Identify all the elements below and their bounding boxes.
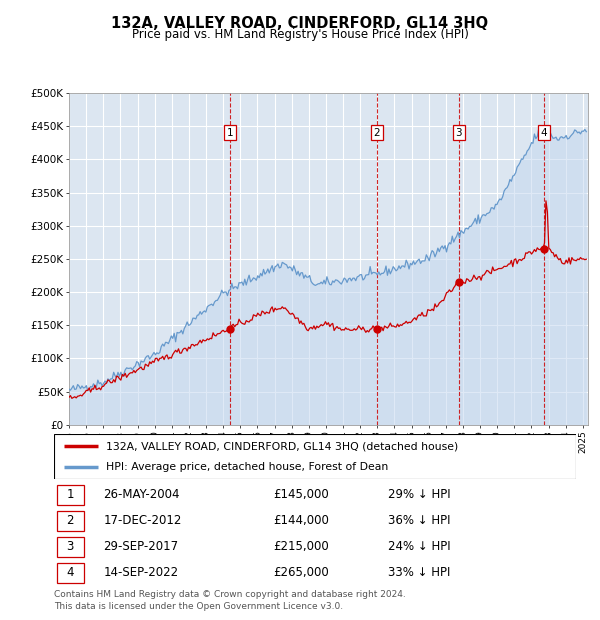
Text: 1: 1 [227,128,233,138]
Text: HPI: Average price, detached house, Forest of Dean: HPI: Average price, detached house, Fore… [106,461,388,472]
Text: 4: 4 [67,567,74,579]
Text: 132A, VALLEY ROAD, CINDERFORD, GL14 3HQ (detached house): 132A, VALLEY ROAD, CINDERFORD, GL14 3HQ … [106,441,458,451]
Text: 3: 3 [67,541,74,553]
FancyBboxPatch shape [56,563,84,583]
Text: £265,000: £265,000 [273,567,329,579]
Text: £215,000: £215,000 [273,541,329,553]
FancyBboxPatch shape [56,485,84,505]
Text: 132A, VALLEY ROAD, CINDERFORD, GL14 3HQ: 132A, VALLEY ROAD, CINDERFORD, GL14 3HQ [112,16,488,30]
Text: 2: 2 [67,515,74,527]
Text: 29% ↓ HPI: 29% ↓ HPI [388,489,451,501]
Text: Contains HM Land Registry data © Crown copyright and database right 2024.
This d: Contains HM Land Registry data © Crown c… [54,590,406,611]
Text: 1: 1 [67,489,74,501]
Text: 24% ↓ HPI: 24% ↓ HPI [388,541,451,553]
Text: 4: 4 [541,128,547,138]
Text: 29-SEP-2017: 29-SEP-2017 [104,541,179,553]
Text: 26-MAY-2004: 26-MAY-2004 [104,489,180,501]
Text: 33% ↓ HPI: 33% ↓ HPI [388,567,451,579]
Text: 3: 3 [455,128,462,138]
Text: 17-DEC-2012: 17-DEC-2012 [104,515,182,527]
Text: £144,000: £144,000 [273,515,329,527]
Text: 36% ↓ HPI: 36% ↓ HPI [388,515,451,527]
Text: £145,000: £145,000 [273,489,329,501]
FancyBboxPatch shape [56,537,84,557]
Text: Price paid vs. HM Land Registry's House Price Index (HPI): Price paid vs. HM Land Registry's House … [131,28,469,41]
Text: 14-SEP-2022: 14-SEP-2022 [104,567,179,579]
Text: 2: 2 [373,128,380,138]
FancyBboxPatch shape [56,511,84,531]
